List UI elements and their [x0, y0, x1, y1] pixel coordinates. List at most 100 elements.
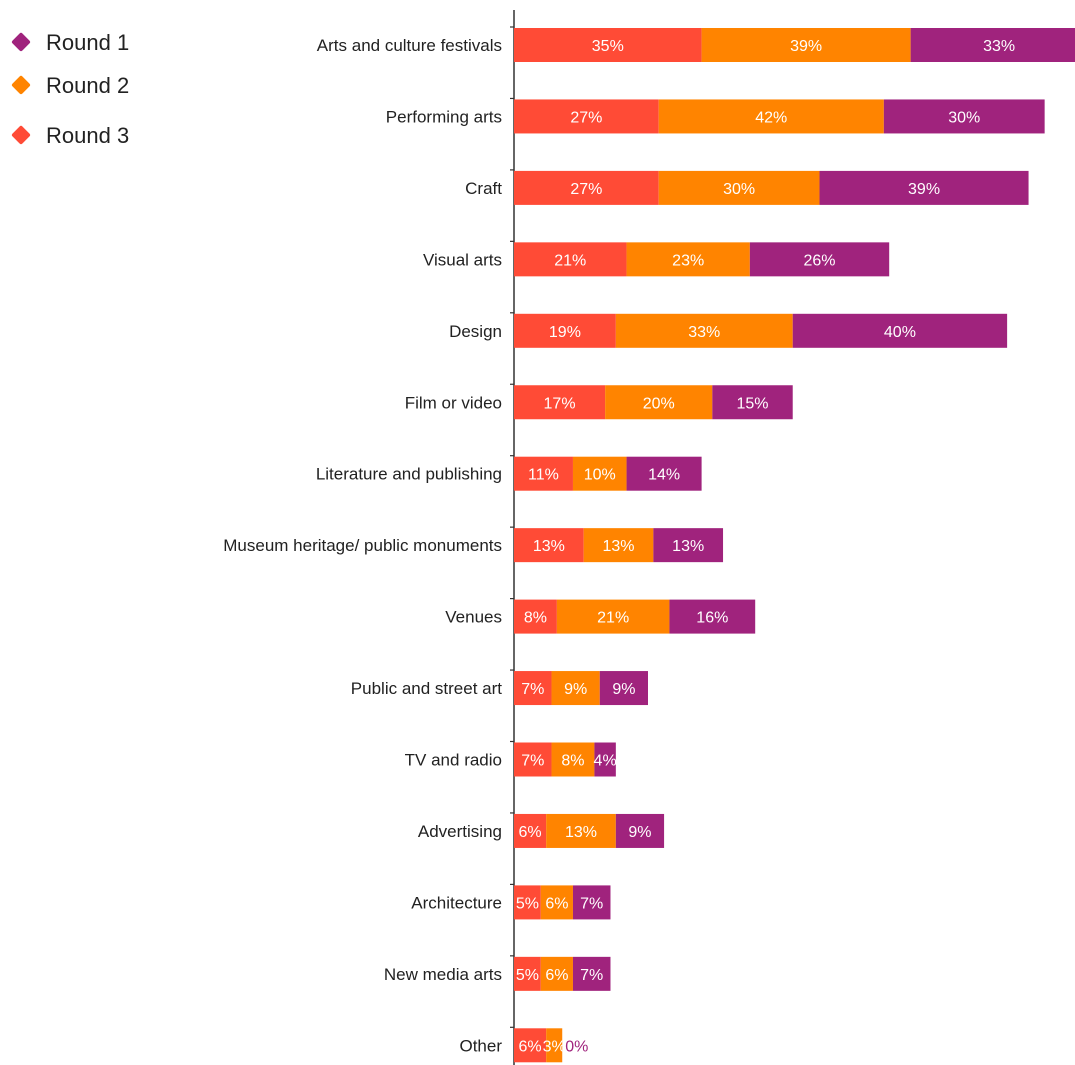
data-label-round-3-craft: 27%: [570, 181, 602, 198]
data-label-round-2-craft: 30%: [723, 181, 755, 198]
bar-segment-round-3-architecture: [514, 885, 541, 920]
bar-segment-round-2-film-or-video: [605, 385, 713, 420]
bar-segment-round-2-craft: [658, 170, 820, 205]
bar-segment-round-2-advertising: [546, 813, 616, 848]
legend-label-round-1: Round 1: [46, 30, 129, 55]
bar-segment-round-1-advertising: [615, 813, 665, 848]
bar-segment-round-3-craft: [514, 170, 659, 205]
bar-segment-round-1-visual-arts: [749, 242, 890, 277]
bar-segment-round-2-literature-and-publishing: [572, 456, 627, 491]
data-label-round-3-arts-and-culture-festivals: 35%: [592, 38, 624, 55]
bar-segment-round-2-museum-heritage-public-monuments: [583, 528, 654, 563]
legend-marker-round-1: [11, 32, 31, 52]
legend-marker-round-3: [11, 125, 31, 145]
bar-segment-round-1-architecture: [572, 885, 611, 920]
bar-segment-round-1-design: [792, 313, 1008, 348]
bar-segment-round-1-venues: [669, 599, 756, 634]
legend-label-round-2: Round 2: [46, 73, 129, 98]
data-label-round-2-visual-arts: 23%: [672, 252, 704, 269]
data-label-round-2-film-or-video: 20%: [643, 395, 675, 412]
data-label-round-1-film-or-video: 15%: [737, 395, 769, 412]
data-label-round-3-architecture: 5%: [516, 895, 539, 912]
bar-segment-round-3-design: [514, 313, 616, 348]
bar-segment-round-2-venues: [556, 599, 670, 634]
category-label-craft: Craft: [465, 179, 502, 198]
bar-segment-round-1-craft: [819, 170, 1029, 205]
bar-segment-round-3-other: [514, 1028, 547, 1063]
data-label-round-1-other: 0%: [565, 1038, 588, 1055]
data-label-round-3-venues: 8%: [524, 610, 547, 627]
category-label-film-or-video: Film or video: [405, 393, 502, 412]
data-label-round-3-literature-and-publishing: 11%: [528, 467, 559, 484]
bar-segment-round-1-new-media-arts: [572, 956, 611, 991]
data-label-round-1-performing-arts: 30%: [948, 109, 980, 126]
data-label-round-1-craft: 39%: [908, 181, 940, 198]
data-label-round-1-visual-arts: 26%: [804, 252, 836, 269]
category-label-architecture: Architecture: [411, 893, 502, 912]
category-label-arts-and-culture-festivals: Arts and culture festivals: [317, 36, 502, 55]
bars: 35% 39% 33% 27% 42% 30% 27% 30% 39% 21% 23% 26% 19% 3…: [514, 28, 1075, 1063]
data-label-round-3-public-and-street-art: 7%: [521, 681, 544, 698]
data-label-round-1-public-and-street-art: 9%: [612, 681, 635, 698]
data-label-round-2-venues: 21%: [597, 610, 629, 627]
category-label-museum-heritage-public-monuments: Museum heritage/ public monuments: [223, 536, 502, 555]
bar-segment-round-2-arts-and-culture-festivals: [701, 28, 911, 62]
bar-segment-round-3-public-and-street-art: [514, 671, 552, 706]
bar-segment-round-3-advertising: [514, 813, 547, 848]
data-label-round-3-museum-heritage-public-monuments: 13%: [533, 538, 565, 555]
bar-segment-round-2-design: [615, 313, 793, 348]
category-axis: Arts and culture festivals Performing art…: [223, 10, 515, 1065]
category-label-performing-arts: Performing arts: [386, 107, 502, 126]
bar-segment-round-3-performing-arts: [514, 99, 659, 134]
legend: Round 1 Round 2 Round 3: [11, 30, 129, 148]
data-label-round-1-architecture: 7%: [580, 895, 603, 912]
bar-segment-round-3-museum-heritage-public-monuments: [514, 528, 584, 563]
data-label-round-3-visual-arts: 21%: [554, 252, 586, 269]
bar-segment-round-2-architecture: [540, 885, 573, 920]
data-label-round-3-film-or-video: 17%: [544, 395, 576, 412]
data-label-round-3-performing-arts: 27%: [570, 109, 602, 126]
bar-segment-round-1-tv-and-radio: [594, 742, 616, 777]
category-label-literature-and-publishing: Literature and publishing: [316, 465, 502, 484]
bar-segment-round-2-new-media-arts: [540, 956, 573, 991]
data-label-round-2-performing-arts: 42%: [755, 109, 787, 126]
category-label-advertising: Advertising: [418, 822, 502, 841]
bar-segment-round-1-public-and-street-art: [599, 671, 648, 706]
data-label-round-3-advertising: 6%: [519, 824, 542, 841]
data-label-round-1-literature-and-publishing: 14%: [648, 467, 680, 484]
data-label-round-3-new-media-arts: 5%: [516, 967, 539, 984]
data-label-round-1-venues: 16%: [696, 610, 728, 627]
bar-segment-round-3-arts-and-culture-festivals: [514, 28, 702, 62]
bar-segment-round-2-public-and-street-art: [551, 671, 600, 706]
data-label-round-1-design: 40%: [884, 324, 916, 341]
data-label-round-1-tv-and-radio: 4%: [594, 753, 617, 770]
data-label-round-3-design: 19%: [549, 324, 581, 341]
data-label-round-2-arts-and-culture-festivals: 39%: [790, 38, 822, 55]
legend-label-round-3: Round 3: [46, 123, 129, 148]
category-label-visual-arts: Visual arts: [423, 250, 502, 269]
bar-segment-round-3-visual-arts: [514, 242, 627, 277]
bar-segment-round-2-visual-arts: [626, 242, 750, 277]
data-label-round-1-advertising: 9%: [628, 824, 651, 841]
data-label-round-2-other: 3%: [543, 1038, 566, 1055]
category-label-public-and-street-art: Public and street art: [351, 679, 502, 698]
data-label-round-2-literature-and-publishing: 10%: [584, 467, 616, 484]
category-label-tv-and-radio: TV and radio: [405, 751, 502, 770]
data-label-round-1-arts-and-culture-festivals: 33%: [983, 38, 1015, 55]
data-label-round-2-public-and-street-art: 9%: [564, 681, 587, 698]
data-label-round-2-new-media-arts: 6%: [545, 967, 568, 984]
data-label-round-2-museum-heritage-public-monuments: 13%: [603, 538, 635, 555]
category-label-other: Other: [459, 1036, 502, 1055]
category-label-new-media-arts: New media arts: [384, 965, 502, 984]
data-label-round-2-design: 33%: [688, 324, 720, 341]
bar-segment-round-1-film-or-video: [712, 385, 793, 420]
data-label-round-3-tv-and-radio: 7%: [521, 753, 544, 770]
bar-segment-round-2-performing-arts: [658, 99, 884, 134]
bar-segment-round-2-other: [546, 1028, 563, 1063]
data-label-round-2-advertising: 13%: [565, 824, 597, 841]
data-label-round-1-new-media-arts: 7%: [580, 967, 603, 984]
bar-segment-round-3-film-or-video: [514, 385, 606, 420]
data-label-round-2-tv-and-radio: 8%: [561, 753, 584, 770]
bar-segment-round-1-museum-heritage-public-monuments: [653, 528, 724, 563]
